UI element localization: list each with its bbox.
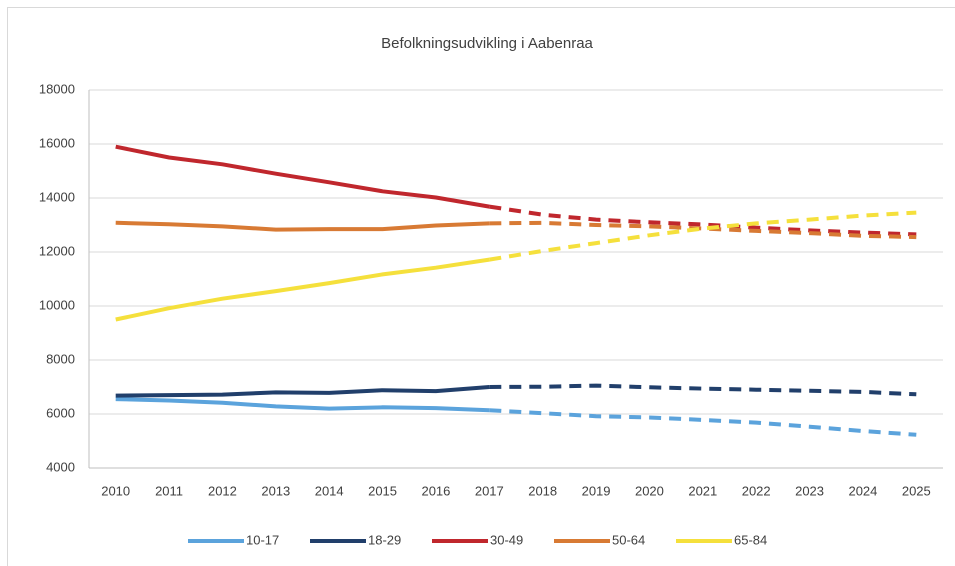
series-line	[115, 385, 490, 398]
x-tick-label: 2010	[101, 483, 130, 498]
x-tick-label: 2014	[315, 483, 344, 498]
legend-label: 18-29	[368, 532, 401, 547]
y-tick-label: 8000	[46, 351, 75, 366]
y-tick-label: 16000	[39, 135, 75, 150]
x-tick-label: 2017	[475, 483, 504, 498]
forecast-line	[489, 220, 917, 240]
series-line	[115, 257, 490, 322]
forecast-line	[489, 408, 917, 437]
series-line	[115, 220, 490, 232]
x-tick-label: 2025	[902, 483, 931, 498]
legend-label: 65-84	[734, 532, 767, 547]
x-tick-label: 2012	[208, 483, 237, 498]
chart-frame	[7, 7, 955, 566]
x-tick-label: 2022	[742, 483, 771, 498]
legend-label: 50-64	[612, 532, 645, 547]
y-tick-label: 10000	[39, 297, 75, 312]
x-tick-label: 2020	[635, 483, 664, 498]
x-tick-label: 2018	[528, 483, 557, 498]
y-tick-label: 4000	[46, 459, 75, 474]
series-line	[115, 144, 490, 209]
x-tick-label: 2011	[155, 483, 183, 498]
y-tick-label: 14000	[39, 189, 75, 204]
x-tick-label: 2024	[848, 483, 877, 498]
legend-label: 30-49	[490, 532, 523, 547]
x-tick-label: 2021	[688, 483, 717, 498]
x-tick-label: 2016	[421, 483, 450, 498]
y-tick-label: 12000	[39, 243, 75, 258]
legend-label: 10-17	[246, 532, 279, 547]
forecast-line	[489, 383, 917, 397]
x-tick-label: 2013	[261, 483, 290, 498]
x-tick-label: 2019	[582, 483, 611, 498]
chart-title: Befolkningsudvikling i Aabenraa	[381, 35, 593, 52]
forecast-line	[489, 204, 917, 237]
series-line	[115, 397, 490, 413]
x-tick-label: 2015	[368, 483, 397, 498]
y-tick-label: 18000	[39, 81, 75, 96]
y-tick-label: 6000	[46, 405, 75, 420]
x-tick-label: 2023	[795, 483, 824, 498]
